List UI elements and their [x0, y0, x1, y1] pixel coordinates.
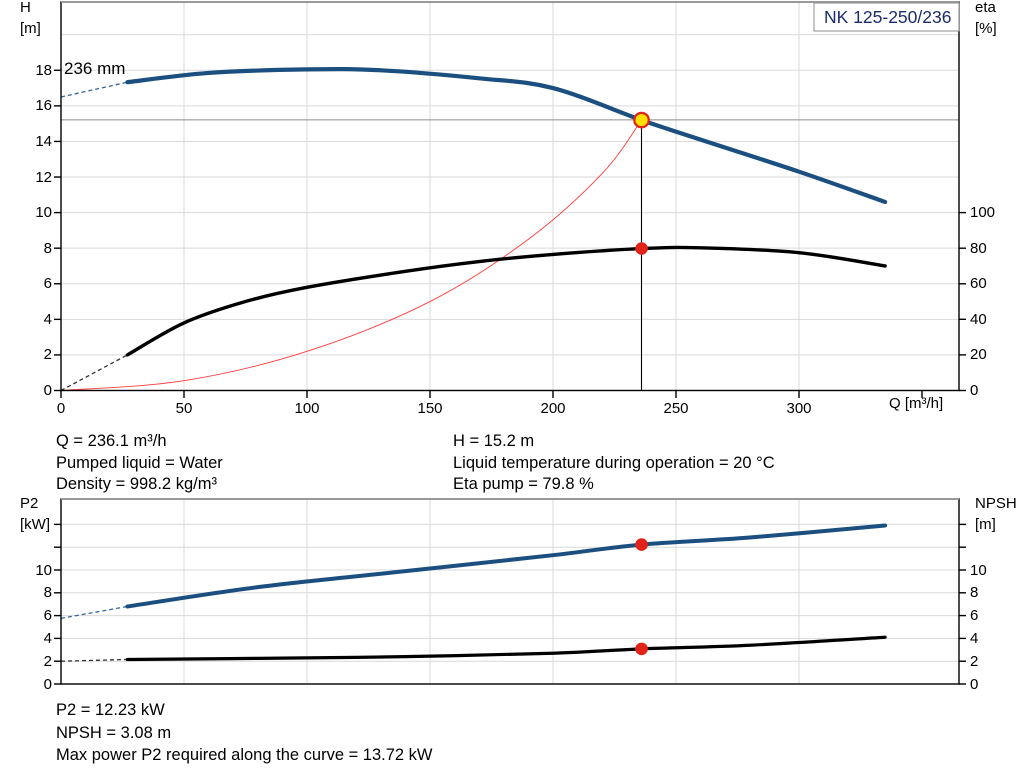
svg-text:6: 6 — [44, 275, 52, 292]
svg-text:H: H — [20, 0, 31, 16]
svg-text:NK 125-250/236: NK 125-250/236 — [824, 7, 951, 27]
svg-text:100: 100 — [970, 204, 995, 221]
svg-text:20: 20 — [970, 346, 987, 363]
svg-text:10: 10 — [35, 204, 52, 221]
svg-text:Liquid temperature during oper: Liquid temperature during operation = 20… — [453, 454, 775, 472]
svg-text:0: 0 — [44, 676, 52, 693]
svg-text:2: 2 — [44, 653, 52, 670]
svg-text:80: 80 — [970, 240, 987, 257]
svg-text:8: 8 — [44, 584, 52, 601]
svg-text:40: 40 — [970, 311, 987, 328]
svg-text:NPSH: NPSH — [975, 495, 1017, 512]
svg-text:10: 10 — [970, 562, 987, 579]
svg-text:Q = 236.1 m³/h: Q = 236.1 m³/h — [56, 432, 167, 450]
svg-text:Pumped liquid = Water: Pumped liquid = Water — [56, 454, 223, 472]
svg-text:250: 250 — [663, 400, 688, 417]
svg-text:0: 0 — [970, 382, 978, 399]
svg-text:[%]: [%] — [975, 20, 997, 37]
svg-text:4: 4 — [44, 311, 52, 328]
svg-text:6: 6 — [970, 607, 978, 624]
svg-text:300: 300 — [786, 400, 811, 417]
svg-text:P2 = 12.23 kW: P2 = 12.23 kW — [56, 701, 165, 719]
svg-text:4: 4 — [44, 630, 52, 647]
svg-text:8: 8 — [970, 584, 978, 601]
svg-text:Density = 998.2 kg/m³: Density = 998.2 kg/m³ — [56, 475, 217, 493]
svg-text:NPSH = 3.08 m: NPSH = 3.08 m — [56, 724, 171, 742]
svg-text:2: 2 — [44, 346, 52, 363]
svg-text:14: 14 — [35, 133, 52, 150]
svg-text:Q [m³/h]: Q [m³/h] — [889, 395, 943, 412]
svg-text:100: 100 — [294, 400, 319, 417]
svg-text:6: 6 — [44, 607, 52, 624]
svg-text:8: 8 — [44, 240, 52, 257]
svg-text:eta: eta — [975, 0, 997, 16]
svg-text:16: 16 — [35, 97, 52, 114]
svg-text:Max power P2 required along th: Max power P2 required along the curve = … — [56, 746, 433, 764]
svg-text:60: 60 — [970, 275, 987, 292]
svg-text:150: 150 — [417, 400, 442, 417]
svg-text:Eta pump = 79.8 %: Eta pump = 79.8 % — [453, 475, 594, 493]
svg-text:4: 4 — [970, 630, 978, 647]
svg-text:0: 0 — [57, 400, 65, 417]
svg-text:200: 200 — [540, 400, 565, 417]
svg-text:[m]: [m] — [975, 516, 996, 533]
svg-text:12: 12 — [35, 169, 52, 186]
svg-text:50: 50 — [176, 400, 193, 417]
svg-text:18: 18 — [35, 62, 52, 79]
svg-text:P2: P2 — [20, 495, 38, 512]
svg-text:236 mm: 236 mm — [64, 59, 125, 78]
svg-text:H = 15.2 m: H = 15.2 m — [453, 432, 534, 450]
svg-text:[kW]: [kW] — [20, 516, 50, 533]
svg-text:[m]: [m] — [20, 20, 41, 37]
svg-text:2: 2 — [970, 653, 978, 670]
svg-text:0: 0 — [970, 676, 978, 693]
svg-text:0: 0 — [44, 382, 52, 399]
svg-text:10: 10 — [35, 562, 52, 579]
